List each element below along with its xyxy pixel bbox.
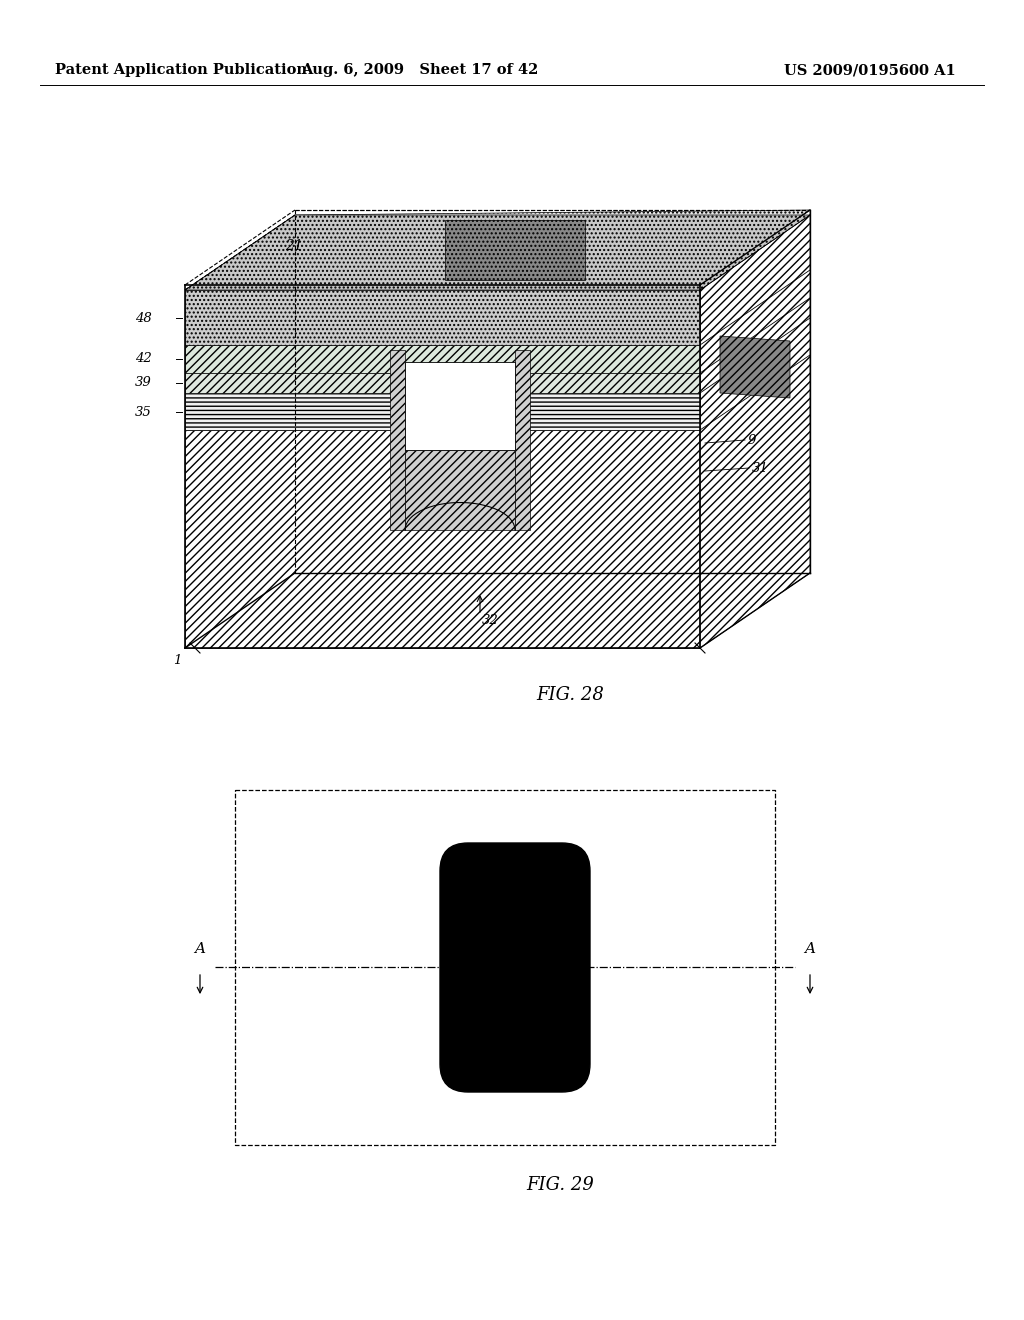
Text: US 2009/0195600 A1: US 2009/0195600 A1 [784, 63, 955, 77]
Text: 21: 21 [285, 239, 303, 253]
Text: A: A [195, 942, 206, 956]
Polygon shape [720, 337, 790, 399]
Polygon shape [185, 210, 810, 290]
Text: 1: 1 [173, 653, 181, 667]
Polygon shape [185, 215, 810, 290]
Polygon shape [445, 220, 585, 280]
Polygon shape [185, 374, 700, 393]
Text: 9: 9 [748, 433, 757, 446]
Polygon shape [390, 350, 406, 531]
Polygon shape [185, 345, 700, 374]
Text: 35: 35 [135, 405, 152, 418]
Text: A: A [805, 942, 815, 956]
Polygon shape [515, 350, 530, 531]
Text: 48: 48 [135, 312, 152, 325]
Polygon shape [185, 393, 700, 430]
Text: 32: 32 [481, 614, 499, 627]
Text: FIG. 29: FIG. 29 [526, 1176, 594, 1195]
Polygon shape [185, 430, 700, 648]
Text: 39: 39 [135, 376, 152, 389]
Polygon shape [406, 450, 515, 531]
Text: Aug. 6, 2009   Sheet 17 of 42: Aug. 6, 2009 Sheet 17 of 42 [301, 63, 539, 77]
Text: FIG. 28: FIG. 28 [536, 686, 604, 704]
Polygon shape [185, 290, 700, 345]
FancyBboxPatch shape [440, 843, 590, 1092]
Polygon shape [700, 210, 810, 648]
Text: 31: 31 [752, 462, 769, 474]
Polygon shape [406, 362, 515, 450]
Text: 42: 42 [135, 352, 152, 366]
Text: Patent Application Publication: Patent Application Publication [55, 63, 307, 77]
